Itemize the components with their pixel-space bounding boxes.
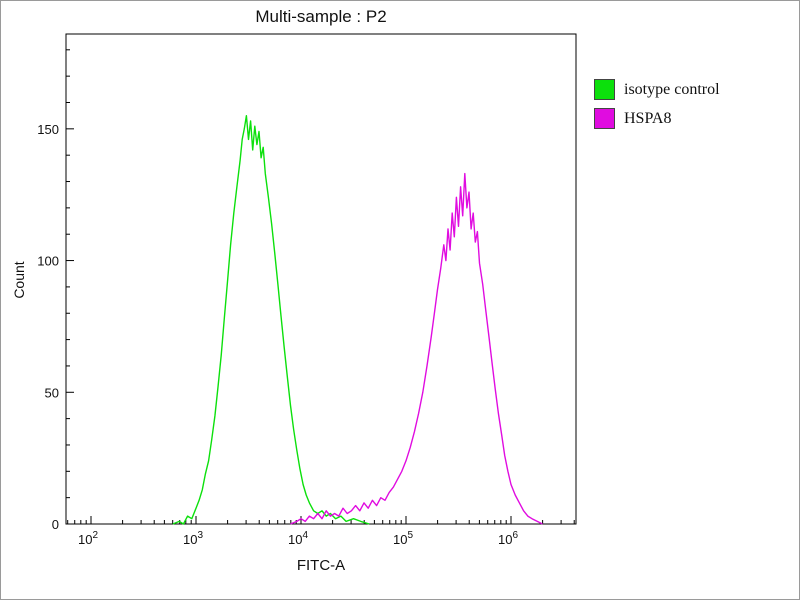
svg-text:106: 106 [498, 530, 518, 547]
svg-text:0: 0 [52, 517, 59, 532]
svg-text:102: 102 [78, 530, 98, 547]
legend-swatch-green [594, 79, 615, 100]
legend-item-isotype-control: isotype control [594, 79, 720, 100]
svg-text:50: 50 [45, 385, 59, 400]
legend: isotype control HSPA8 [594, 79, 720, 129]
chart-title: Multi-sample : P2 [255, 7, 387, 26]
legend-swatch-magenta [594, 108, 615, 129]
x-axis-label: FITC-A [296, 557, 346, 574]
legend-label-hspa8: HSPA8 [624, 109, 672, 127]
y-axis-label: Count [11, 261, 27, 299]
svg-text:105: 105 [393, 530, 413, 547]
svg-text:100: 100 [37, 254, 59, 269]
svg-text:103: 103 [183, 530, 203, 547]
svg-text:104: 104 [288, 530, 308, 547]
legend-item-hspa8: HSPA8 [594, 108, 720, 129]
svg-text:150: 150 [37, 122, 59, 137]
legend-label-isotype-control: isotype control [624, 80, 720, 98]
